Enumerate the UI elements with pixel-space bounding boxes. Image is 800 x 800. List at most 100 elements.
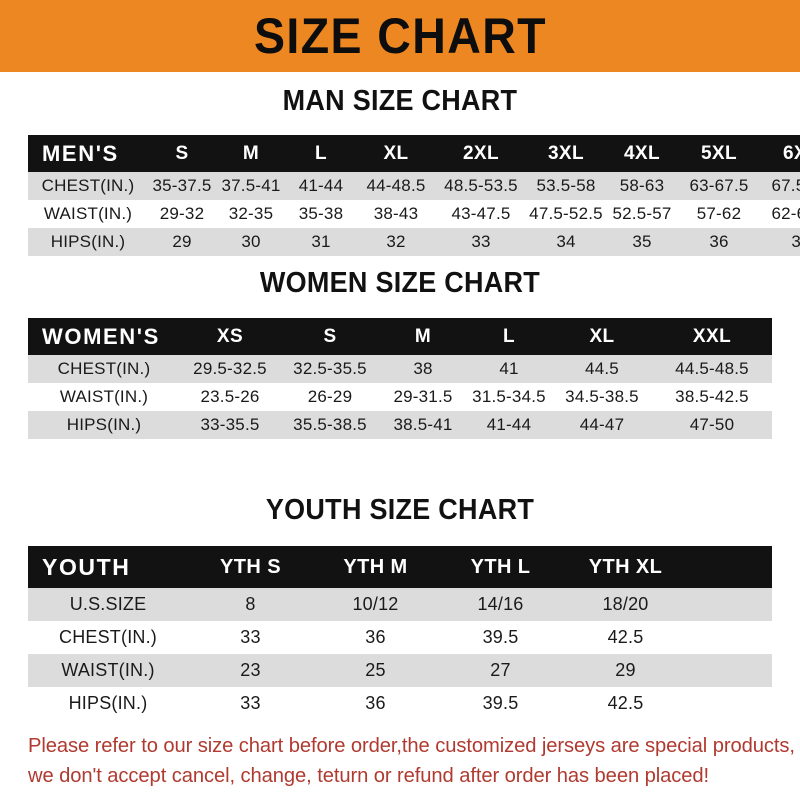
table-cell: 29 bbox=[148, 228, 216, 256]
table-cell: 35.5-38.5 bbox=[280, 411, 380, 439]
table-cell: 32.5-35.5 bbox=[280, 355, 380, 383]
men-header-cell: M bbox=[216, 135, 286, 172]
table-row: WAIST(IN.) 23.5-26 26-29 29-31.5 31.5-34… bbox=[28, 383, 772, 411]
table-cell: 23 bbox=[188, 654, 313, 687]
row-label: HIPS(IN.) bbox=[28, 411, 180, 439]
row-spacer bbox=[688, 588, 772, 621]
table-cell: 18/20 bbox=[563, 588, 688, 621]
youth-header-cell: YTH S bbox=[188, 546, 313, 588]
youth-table-header-row: YOUTH YTH S YTH M YTH L YTH XL bbox=[28, 546, 772, 588]
table-cell: 38.5-42.5 bbox=[652, 383, 772, 411]
table-cell: 62-66.5 bbox=[760, 200, 800, 228]
table-cell: 41-44 bbox=[286, 172, 356, 200]
table-cell: 43-47.5 bbox=[436, 200, 526, 228]
page-title: SIZE CHART bbox=[253, 8, 547, 64]
table-cell: 33-35.5 bbox=[180, 411, 280, 439]
women-header-cell: L bbox=[466, 318, 552, 355]
women-header-cell: S bbox=[280, 318, 380, 355]
table-cell: 31.5-34.5 bbox=[466, 383, 552, 411]
table-cell: 36 bbox=[313, 687, 438, 720]
table-cell: 41 bbox=[466, 355, 552, 383]
table-cell: 57-62 bbox=[678, 200, 760, 228]
table-cell: 35 bbox=[606, 228, 678, 256]
table-cell: 30 bbox=[216, 228, 286, 256]
men-size-table: MEN'S S M L XL 2XL 3XL 4XL 5XL 6XL CHEST… bbox=[28, 135, 800, 256]
table-cell: 32-35 bbox=[216, 200, 286, 228]
table-cell: 35-38 bbox=[286, 200, 356, 228]
row-label: WAIST(IN.) bbox=[28, 200, 148, 228]
row-spacer bbox=[688, 687, 772, 720]
row-label: HIPS(IN.) bbox=[28, 228, 148, 256]
table-cell: 53.5-58 bbox=[526, 172, 606, 200]
order-policy-note: Please refer to our size chart before or… bbox=[28, 731, 795, 791]
table-cell: 48.5-53.5 bbox=[436, 172, 526, 200]
table-cell: 37.5-41 bbox=[216, 172, 286, 200]
table-cell: 37 bbox=[760, 228, 800, 256]
women-header-cell: XS bbox=[180, 318, 280, 355]
youth-size-table: YOUTH YTH S YTH M YTH L YTH XL U.S.SIZE … bbox=[28, 546, 772, 720]
table-row: HIPS(IN.) 33 36 39.5 42.5 bbox=[28, 687, 772, 720]
order-policy-note-line-2: we don't accept cancel, change, teturn o… bbox=[28, 764, 710, 787]
table-cell: 39.5 bbox=[438, 621, 563, 654]
table-row: CHEST(IN.) 33 36 39.5 42.5 bbox=[28, 621, 772, 654]
table-cell: 33 bbox=[436, 228, 526, 256]
men-header-cell: 3XL bbox=[526, 135, 606, 172]
table-cell: 41-44 bbox=[466, 411, 552, 439]
men-table-header-row: MEN'S S M L XL 2XL 3XL 4XL 5XL 6XL bbox=[28, 135, 800, 172]
table-cell: 52.5-57 bbox=[606, 200, 678, 228]
table-cell: 44-47 bbox=[552, 411, 652, 439]
table-cell: 29.5-32.5 bbox=[180, 355, 280, 383]
table-cell: 23.5-26 bbox=[180, 383, 280, 411]
men-header-cell: 2XL bbox=[436, 135, 526, 172]
table-cell: 14/16 bbox=[438, 588, 563, 621]
table-cell: 36 bbox=[678, 228, 760, 256]
youth-header-cell: YTH XL bbox=[563, 546, 688, 588]
table-row: U.S.SIZE 8 10/12 14/16 18/20 bbox=[28, 588, 772, 621]
men-header-cell: MEN'S bbox=[28, 135, 148, 172]
table-cell: 34.5-38.5 bbox=[552, 383, 652, 411]
table-row: CHEST(IN.) 29.5-32.5 32.5-35.5 38 41 44.… bbox=[28, 355, 772, 383]
table-cell: 25 bbox=[313, 654, 438, 687]
table-cell: 38-43 bbox=[356, 200, 436, 228]
table-cell: 26-29 bbox=[280, 383, 380, 411]
table-cell: 33 bbox=[188, 621, 313, 654]
table-cell: 8 bbox=[188, 588, 313, 621]
table-cell: 63-67.5 bbox=[678, 172, 760, 200]
table-cell: 29 bbox=[563, 654, 688, 687]
table-row: HIPS(IN.) 33-35.5 35.5-38.5 38.5-41 41-4… bbox=[28, 411, 772, 439]
table-cell: 38 bbox=[380, 355, 466, 383]
table-cell: 32 bbox=[356, 228, 436, 256]
table-cell: 58-63 bbox=[606, 172, 678, 200]
table-cell: 39.5 bbox=[438, 687, 563, 720]
men-header-cell: XL bbox=[356, 135, 436, 172]
men-header-cell: 6XL bbox=[760, 135, 800, 172]
youth-header-spacer bbox=[688, 546, 772, 588]
table-cell: 47.5-52.5 bbox=[526, 200, 606, 228]
table-cell: 35-37.5 bbox=[148, 172, 216, 200]
youth-header-cell: YOUTH bbox=[28, 546, 188, 588]
women-header-cell: XL bbox=[552, 318, 652, 355]
row-spacer bbox=[688, 621, 772, 654]
table-row: WAIST(IN.) 29-32 32-35 35-38 38-43 43-47… bbox=[28, 200, 800, 228]
women-header-cell: XXL bbox=[652, 318, 772, 355]
row-label: WAIST(IN.) bbox=[28, 383, 180, 411]
table-row: HIPS(IN.) 29 30 31 32 33 34 35 36 37 bbox=[28, 228, 800, 256]
table-cell: 42.5 bbox=[563, 687, 688, 720]
table-cell: 27 bbox=[438, 654, 563, 687]
table-cell: 47-50 bbox=[652, 411, 772, 439]
men-section-title: MAN SIZE CHART bbox=[282, 85, 518, 117]
row-label: WAIST(IN.) bbox=[28, 654, 188, 687]
men-header-cell: 4XL bbox=[606, 135, 678, 172]
row-label: HIPS(IN.) bbox=[28, 687, 188, 720]
row-label: CHEST(IN.) bbox=[28, 621, 188, 654]
men-header-cell: S bbox=[148, 135, 216, 172]
youth-section-title: YOUTH SIZE CHART bbox=[265, 494, 535, 526]
table-cell: 36 bbox=[313, 621, 438, 654]
youth-header-cell: YTH M bbox=[313, 546, 438, 588]
table-row: WAIST(IN.) 23 25 27 29 bbox=[28, 654, 772, 687]
women-header-cell: M bbox=[380, 318, 466, 355]
women-table-header-row: WOMEN'S XS S M L XL XXL bbox=[28, 318, 772, 355]
table-cell: 10/12 bbox=[313, 588, 438, 621]
table-cell: 31 bbox=[286, 228, 356, 256]
women-header-cell: WOMEN'S bbox=[28, 318, 180, 355]
